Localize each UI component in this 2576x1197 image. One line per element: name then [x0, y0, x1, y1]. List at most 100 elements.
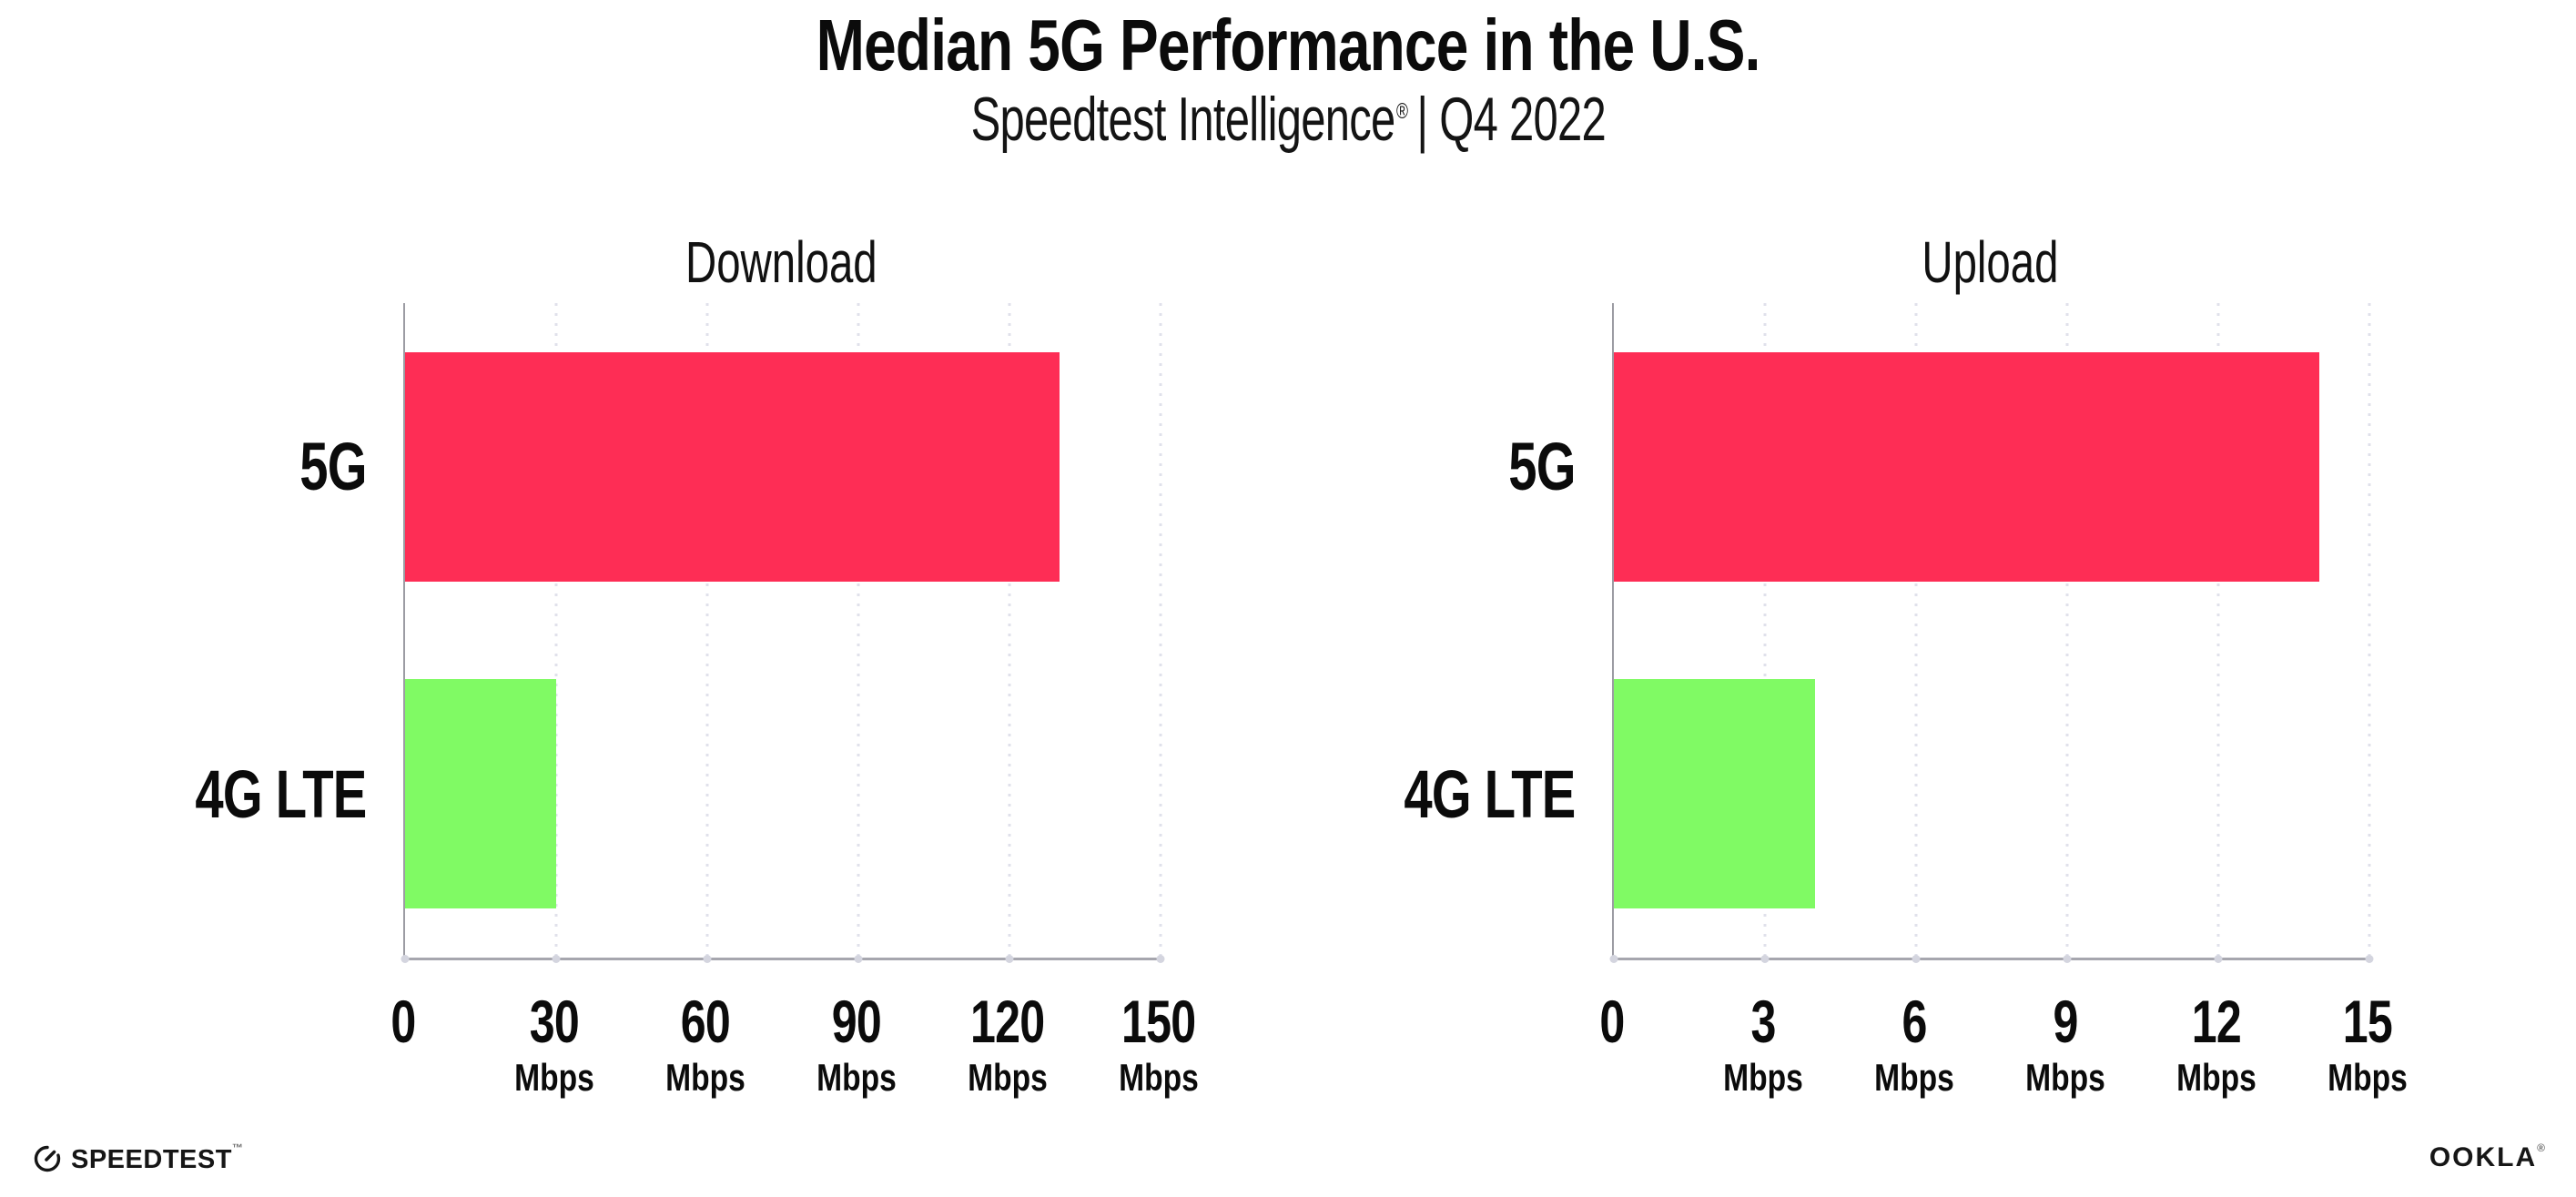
x-tick-unit-text: Mbps — [665, 1056, 745, 1099]
category-label-text: 5G — [299, 429, 367, 505]
page-title-text: Median 5G Performance in the U.S. — [816, 5, 1761, 86]
x-tick-value: 60 — [680, 988, 731, 1055]
bar-upload-4g-lte — [1614, 679, 1816, 909]
x-tick-unit: Mbps — [1713, 1057, 1813, 1099]
plot-area — [1609, 303, 2374, 963]
x-tick-unit: Mbps — [2317, 1057, 2418, 1099]
x-tick-label: 30 — [504, 989, 604, 1053]
gridline-3 — [1763, 303, 1767, 958]
chart-panel-upload: Upload 5G 4G LTE 0 3 Mbps 6 Mbps 9 Mbps 12 Mbps 15… — [1321, 209, 2459, 1106]
x-tick-value: 6 — [1902, 988, 1927, 1055]
x-tick-unit: Mbps — [2166, 1057, 2267, 1099]
ookla-logo: OOKLA® — [2429, 1141, 2545, 1173]
x-tick-label: 6 — [1864, 989, 1964, 1053]
x-tick-unit: Mbps — [504, 1057, 604, 1099]
bar-download-5g — [405, 351, 1060, 582]
axis-tick-dot-6 — [1912, 955, 1921, 963]
plot-area — [401, 303, 1165, 963]
x-tick-15: 15 Mbps — [2317, 989, 2418, 1099]
x-axis: 0 30 Mbps 60 Mbps 90 Mbps 120 Mbps 150 Mbps — [390, 958, 1198, 1103]
page-subtitle: Speedtest Intelligence® | Q4 2022 — [0, 84, 2576, 155]
x-tick-label: 3 — [1713, 989, 1813, 1053]
x-tick-30: 30 Mbps — [504, 989, 604, 1099]
bar-row-5g — [405, 303, 1161, 631]
x-tick-value: 0 — [1599, 988, 1625, 1055]
x-tick-label: 15 — [2317, 989, 2418, 1053]
axis-tick-dot-3 — [1760, 955, 1770, 963]
x-tick-unit: Mbps — [2015, 1057, 2115, 1099]
x-tick-unit-text: Mbps — [2025, 1056, 2105, 1099]
x-tick-unit-text: Mbps — [816, 1056, 897, 1099]
bar-row-5g — [1614, 303, 2369, 631]
bar-upload-5g — [1614, 351, 2319, 582]
chart-title-text: Upload — [1921, 229, 2059, 295]
gridline-30 — [554, 303, 558, 958]
x-tick-label: 150 — [1109, 989, 1209, 1053]
category-label-4g-lte: 4G LTE — [112, 631, 368, 959]
speedtest-logo: SPEEDTEST™ — [33, 1141, 243, 1175]
x-tick-unit: Mbps — [958, 1057, 1058, 1099]
x-tick-value: 12 — [2191, 988, 2242, 1055]
category-label-5g: 5G — [1321, 303, 1576, 631]
x-tick-unit-text: Mbps — [1874, 1056, 1954, 1099]
x-tick-value: 120 — [970, 988, 1045, 1055]
axis-tick-dot-0 — [1609, 955, 1618, 963]
speedtest-trademark: ™ — [231, 1141, 244, 1154]
bar-row-4g-lte — [405, 631, 1161, 959]
page-subtitle-text: Speedtest Intelligence® | Q4 2022 — [970, 84, 1606, 155]
x-tick-value: 0 — [390, 988, 416, 1055]
x-tick-label: 9 — [2015, 989, 2115, 1053]
page-title: Median 5G Performance in the U.S. — [0, 4, 2576, 87]
subtitle-product: Speedtest Intelligence — [970, 85, 1395, 154]
axis-tick-dot-30 — [552, 955, 561, 963]
x-tick-unit-text: Mbps — [2176, 1056, 2257, 1099]
x-tick-value: 3 — [1750, 988, 1776, 1055]
charts-row: Download 5G 4G LTE 0 30 Mbps 60 Mbps 90 Mbps 120… — [0, 209, 2576, 1111]
axis-tick-dot-150 — [1156, 955, 1165, 963]
x-tick-3: 3 Mbps — [1713, 989, 1813, 1099]
x-tick-unit-text: Mbps — [1723, 1056, 1803, 1099]
x-tick-label: 60 — [655, 989, 756, 1053]
category-label-4g-lte: 4G LTE — [1321, 631, 1577, 959]
x-tick-unit: Mbps — [655, 1057, 756, 1099]
x-tick-150: 150 Mbps — [1109, 989, 1209, 1099]
gridline-15 — [2368, 303, 2371, 958]
x-tick-0: 0 — [387, 989, 420, 1053]
gridline-120 — [1008, 303, 1011, 958]
x-tick-value: 30 — [529, 988, 580, 1055]
x-tick-label: 90 — [806, 989, 907, 1053]
speedtest-gauge-icon — [34, 1145, 61, 1172]
axis-tick-dot-90 — [854, 955, 863, 963]
axis-tick-dot-0 — [401, 955, 410, 963]
x-tick-unit-text: Mbps — [2328, 1056, 2408, 1099]
x-tick-12: 12 Mbps — [2166, 989, 2267, 1099]
x-tick-value: 9 — [2053, 988, 2078, 1055]
x-tick-label: 12 — [2166, 989, 2267, 1053]
x-tick-value: 90 — [831, 988, 882, 1055]
x-tick-0: 0 — [1596, 989, 1628, 1053]
axis-tick-dot-9 — [2063, 955, 2072, 963]
x-tick-value: 15 — [2342, 988, 2393, 1055]
gridline-6 — [1914, 303, 1918, 958]
gridline-90 — [857, 303, 860, 958]
gridline-9 — [2065, 303, 2069, 958]
chart-title: Download — [403, 209, 1159, 296]
subtitle-period: | Q4 2022 — [1416, 85, 1606, 154]
x-tick-unit-text: Mbps — [514, 1056, 594, 1099]
registered-mark: ® — [1395, 99, 1408, 125]
chart-title: Upload — [1612, 209, 2368, 296]
bar-row-4g-lte — [1614, 631, 2369, 959]
category-labels: 5G 4G LTE — [112, 303, 368, 959]
ookla-label: OOKLA — [2429, 1142, 2538, 1172]
x-tick-unit: Mbps — [806, 1057, 907, 1099]
speedtest-wordmark: SPEEDTEST™ — [71, 1141, 243, 1175]
category-label-text: 4G LTE — [195, 756, 368, 832]
x-tick-9: 9 Mbps — [2015, 989, 2115, 1099]
speedtest-label: SPEEDTEST — [71, 1145, 232, 1174]
category-label-5g: 5G — [112, 303, 367, 631]
ookla-registered-mark: ® — [2537, 1141, 2545, 1154]
category-label-text: 5G — [1508, 429, 1576, 505]
gridline-12 — [2216, 303, 2220, 958]
x-tick-6: 6 Mbps — [1864, 989, 1964, 1099]
x-tick-unit-text: Mbps — [1119, 1056, 1199, 1099]
